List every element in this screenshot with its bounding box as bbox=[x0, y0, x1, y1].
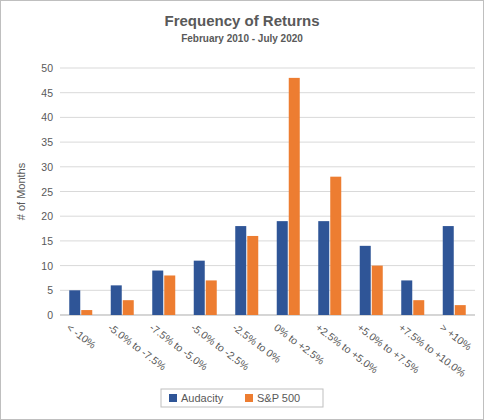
grid-line bbox=[60, 117, 475, 118]
chart: Frequency of Returns February 2010 - July… bbox=[0, 0, 484, 420]
grid-line bbox=[60, 240, 475, 241]
bar bbox=[152, 271, 163, 315]
bar bbox=[247, 236, 258, 315]
bar bbox=[235, 226, 246, 315]
grid-line bbox=[60, 290, 475, 291]
grid-line bbox=[60, 92, 475, 93]
bar bbox=[443, 226, 454, 315]
y-tick-label: 5 bbox=[47, 284, 53, 296]
x-tick-label: > +10% bbox=[438, 321, 474, 352]
x-axis-line bbox=[60, 315, 475, 316]
y-tick-label: 20 bbox=[41, 210, 53, 222]
grid-line bbox=[60, 166, 475, 167]
bar bbox=[194, 261, 205, 315]
grid-line bbox=[60, 216, 475, 217]
bar bbox=[372, 266, 383, 315]
legend-label: Audacity bbox=[181, 392, 224, 404]
bar bbox=[123, 300, 134, 315]
y-tick-label: 15 bbox=[41, 235, 53, 247]
bar bbox=[455, 305, 466, 315]
y-tick-label: 40 bbox=[41, 111, 53, 123]
bar bbox=[69, 290, 80, 315]
grid-line bbox=[60, 142, 475, 143]
y-axis-label: # of Months bbox=[15, 162, 27, 220]
y-tick-label: 35 bbox=[41, 136, 53, 148]
bars bbox=[69, 78, 466, 315]
subtitle: February 2010 - July 2020 bbox=[181, 33, 303, 44]
y-tick-label: 30 bbox=[41, 161, 53, 173]
y-tick-label: 0 bbox=[47, 309, 53, 321]
y-tick-label: 10 bbox=[41, 260, 53, 272]
y-tick-label: 25 bbox=[41, 186, 53, 198]
bar bbox=[81, 310, 92, 315]
grid-line bbox=[60, 191, 475, 192]
grid-line bbox=[60, 68, 475, 69]
bar bbox=[318, 221, 329, 315]
bar bbox=[289, 78, 300, 315]
legend-swatch bbox=[169, 394, 177, 402]
bar bbox=[413, 300, 424, 315]
legend-swatch bbox=[245, 394, 253, 402]
bar bbox=[164, 275, 175, 315]
legend-label: S&P 500 bbox=[257, 392, 300, 404]
y-tick-label: 50 bbox=[41, 62, 53, 74]
bar bbox=[401, 280, 412, 315]
chart-border bbox=[1, 1, 484, 420]
grid-line bbox=[60, 265, 475, 266]
bar bbox=[111, 285, 122, 315]
bar bbox=[277, 221, 288, 315]
x-tick-label: < -10% bbox=[65, 321, 99, 351]
legend-box bbox=[161, 389, 323, 407]
title: Frequency of Returns bbox=[164, 12, 319, 29]
legend: Audacity S&P 500 bbox=[161, 389, 323, 407]
y-tick-label: 45 bbox=[41, 87, 53, 99]
bar bbox=[360, 246, 371, 315]
bar bbox=[330, 177, 341, 315]
bar bbox=[206, 280, 217, 315]
grid-line bbox=[60, 315, 475, 316]
